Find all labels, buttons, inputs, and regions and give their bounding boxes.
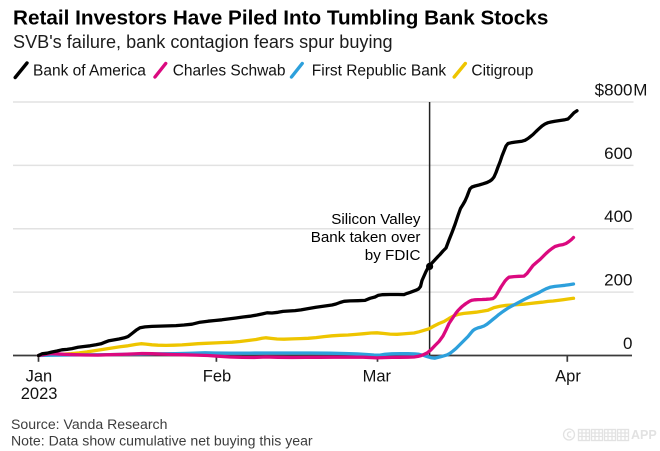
svg-text:Apr: Apr (555, 368, 581, 386)
svg-text:Retail Investors Have Piled In: Retail Investors Have Piled Into Tumblin… (13, 6, 548, 29)
svg-text:Citigroup: Citigroup (471, 63, 533, 80)
svg-text:Feb: Feb (203, 368, 231, 386)
svg-text:Charles Schwab: Charles Schwab (173, 63, 286, 80)
svg-text:Mar: Mar (363, 368, 392, 386)
svg-text:APP: APP (631, 428, 657, 442)
svg-text:$800: $800 (595, 80, 633, 99)
svg-text:Bank taken over: Bank taken over (311, 229, 421, 246)
svg-text:200: 200 (604, 271, 632, 290)
svg-text:Note: Data show cumulative net: Note: Data show cumulative net buying th… (11, 432, 313, 448)
svg-text:2023: 2023 (21, 385, 58, 403)
svg-text:by FDIC: by FDIC (365, 247, 421, 264)
svg-text:Bank of America: Bank of America (33, 63, 146, 80)
svg-text:400: 400 (604, 207, 632, 226)
svg-text:Silicon Valley: Silicon Valley (331, 211, 421, 228)
svg-text:600: 600 (604, 144, 632, 163)
svg-text:Jan: Jan (26, 368, 53, 386)
svg-text:M: M (633, 80, 647, 99)
svg-text:Source: Vanda Research: Source: Vanda Research (11, 416, 167, 432)
svg-text:First Republic Bank: First Republic Bank (312, 63, 447, 80)
svg-text:SVB's failure, bank contagion: SVB's failure, bank contagion fears spur… (13, 32, 393, 52)
svg-text:0: 0 (623, 334, 632, 353)
